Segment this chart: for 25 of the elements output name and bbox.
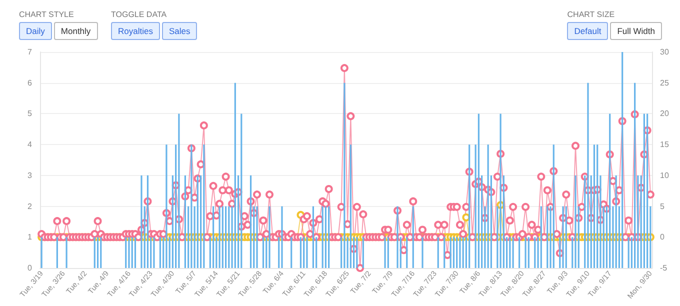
text: Full Width bbox=[610, 22, 662, 40]
y2-tick-label: 20 bbox=[660, 109, 670, 118]
y-tick-label: 5 bbox=[28, 109, 33, 118]
y-tick-label: 3 bbox=[28, 170, 33, 180]
text: Daily bbox=[19, 22, 52, 40]
text: CHART SIZE bbox=[567, 10, 616, 19]
text: Default bbox=[567, 22, 608, 40]
y2-tick-label: 30 bbox=[660, 48, 670, 56]
y2-tick-label: 5 bbox=[660, 202, 665, 211]
text: TOGGLE DATA bbox=[111, 10, 168, 19]
y-tick-label: 4 bbox=[28, 140, 33, 150]
y2-tick-label: -5 bbox=[660, 264, 668, 272]
text: CHART STYLE bbox=[19, 10, 75, 19]
y2-tick-label: 25 bbox=[660, 78, 670, 88]
text: Royalties bbox=[111, 22, 160, 40]
y-tick-label: 6 bbox=[28, 78, 33, 88]
text: Sales bbox=[162, 22, 198, 40]
y2-tick-label: 10 bbox=[660, 170, 670, 180]
y-tick-label: 0 bbox=[28, 264, 33, 272]
y-tick-label: 2 bbox=[28, 202, 33, 211]
y2-tick-label: 15 bbox=[660, 140, 670, 150]
y-tick-label: 1 bbox=[28, 232, 33, 242]
y-tick-label: 7 bbox=[28, 48, 33, 56]
y2-tick-label: 0 bbox=[660, 232, 665, 242]
text: Monthly bbox=[54, 22, 98, 40]
